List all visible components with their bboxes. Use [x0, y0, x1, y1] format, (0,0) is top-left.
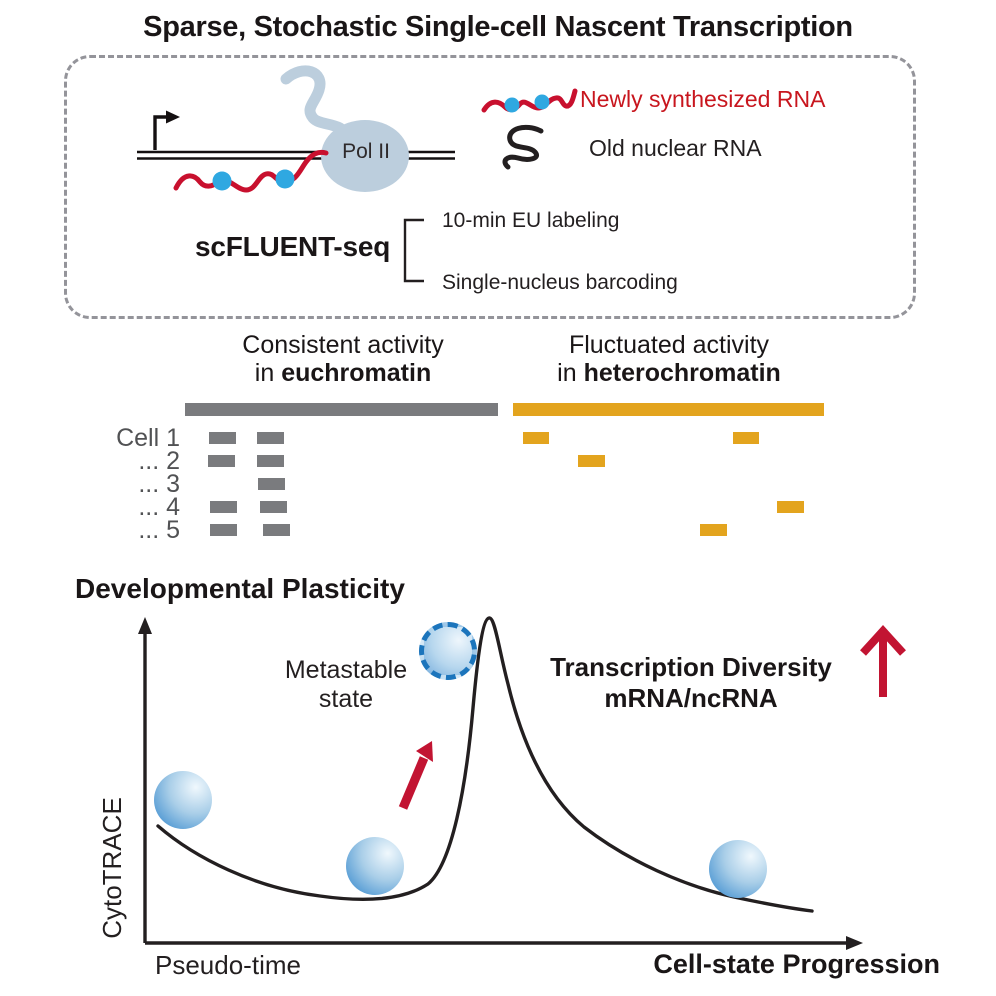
heterochromatin-heading-line1: Fluctuated activity — [568, 331, 770, 359]
cell-label-1: Cell 1 — [116, 424, 180, 452]
euchromatin-read-bar — [257, 455, 284, 467]
euchromatin-read-bar — [260, 501, 287, 513]
euchromatin-read-bar — [263, 524, 290, 536]
heterochromatin-read-bar — [777, 501, 804, 513]
heterochromatin-heading: Fluctuated activity in heterochromatin — [511, 331, 827, 387]
cell-sphere-1 — [154, 771, 212, 829]
metastable-circle — [419, 622, 477, 680]
x-axis-label-left: Pseudo-time — [155, 950, 301, 980]
plot-title: Developmental Plasticity — [75, 573, 405, 604]
heterochromatin-read-bar — [523, 432, 549, 444]
euchromatin-read-bar — [210, 501, 237, 513]
euchromatin-region-bar — [185, 403, 498, 416]
euchromatin-read-bar — [258, 478, 285, 490]
method-feature-eu-labeling: 10-min EU labeling — [442, 209, 620, 232]
cell-label-2: ... 2 — [138, 447, 180, 475]
euchromatin-heading-emphasis: euchromatin — [281, 359, 432, 387]
method-feature-barcoding: Single-nucleus barcoding — [442, 271, 678, 294]
newly-rna-label: Newly synthesized RNA — [580, 86, 826, 112]
diversity-label-line2: mRNA/ncRNA — [604, 683, 778, 713]
heterochromatin-heading-prefix: in — [557, 359, 577, 387]
figure-title: Sparse, Stochastic Single-cell Nascent T… — [143, 11, 853, 43]
diversity-label: Transcription Diversity mRNA/ncRNA — [540, 652, 842, 714]
x-axis-label-right: Cell-state Progression — [653, 949, 940, 979]
cell-label-3: ... 3 — [138, 470, 180, 498]
metastable-label-line1: Metastable — [284, 656, 408, 684]
cell-sphere-2 — [346, 837, 404, 895]
heterochromatin-read-bar — [700, 524, 727, 536]
euchromatin-read-bar — [210, 524, 237, 536]
old-rna-label: Old nuclear RNA — [589, 135, 762, 161]
cell-sphere-3 — [709, 840, 767, 898]
euchromatin-heading-prefix: in — [254, 359, 275, 387]
heterochromatin-read-bar — [733, 432, 759, 444]
euchromatin-read-bar — [208, 455, 235, 467]
cell-label-5: ... 5 — [138, 516, 180, 544]
heterochromatin-read-bar — [578, 455, 605, 467]
y-axis-label: CytoTRACE — [97, 797, 127, 939]
metastable-label: Metastable state — [266, 656, 426, 714]
heterochromatin-region-bar — [513, 403, 824, 416]
euchromatin-read-bar — [209, 432, 236, 444]
euchromatin-read-bar — [257, 432, 284, 444]
euchromatin-heading-line1: Consistent activity — [242, 331, 444, 359]
mechanism-panel — [64, 55, 916, 319]
cell-label-4: ... 4 — [138, 493, 180, 521]
metastable-label-line2: state — [318, 685, 374, 713]
heterochromatin-heading-emphasis: heterochromatin — [583, 359, 781, 387]
pol2-label: Pol II — [342, 140, 390, 163]
diversity-label-line1: Transcription Diversity — [550, 652, 832, 682]
euchromatin-heading: Consistent activity in euchromatin — [185, 331, 501, 387]
method-name: scFLUENT-seq — [195, 231, 391, 262]
